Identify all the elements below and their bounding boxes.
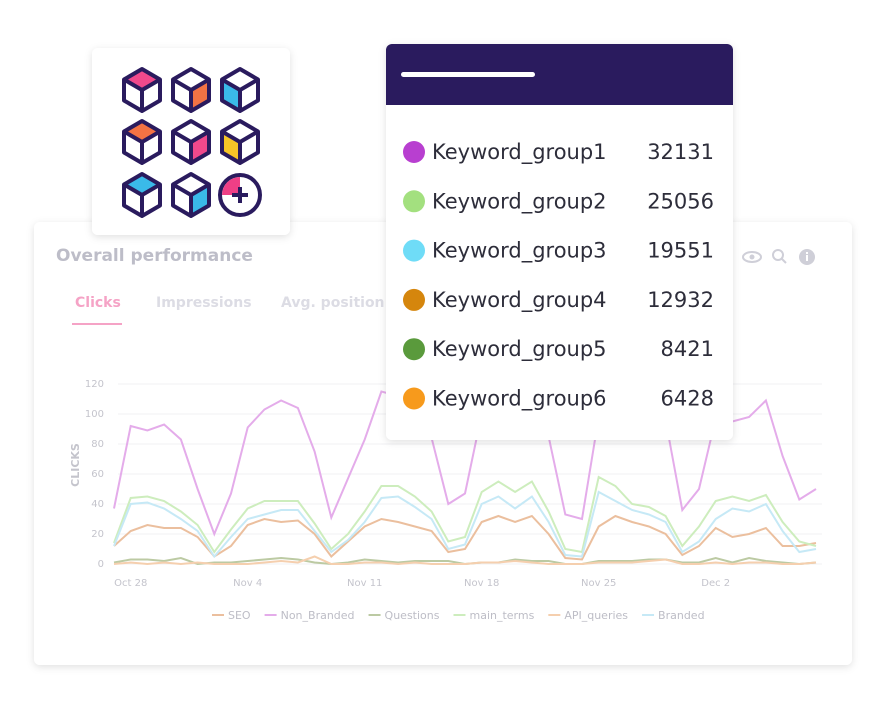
logo-cube — [220, 119, 260, 165]
popup-list: Keyword_group1 32131 Keyword_group2 25056 Ke… — [403, 140, 714, 412]
header-placeholder — [401, 72, 535, 77]
active-tab-underline — [72, 323, 122, 325]
legend-label[interactable]: API_queries — [564, 609, 628, 622]
x-tick-label: Nov 11 — [347, 578, 382, 589]
item-name: Keyword_group2 — [432, 189, 607, 214]
tab[interactable]: Avg. position — [281, 295, 385, 311]
view-icon-pupil — [749, 254, 755, 260]
logo-grid — [122, 67, 262, 218]
legend-label[interactable]: Branded — [658, 609, 705, 622]
logo-accent — [222, 177, 240, 195]
series-line — [113, 390, 817, 537]
legend-label[interactable]: Non_Branded — [281, 609, 355, 622]
y-axis-title: CLICKS — [69, 443, 82, 487]
y-tick-label: 60 — [91, 469, 104, 480]
zoom-handle — [781, 258, 787, 264]
legend-label[interactable]: SEO — [228, 609, 251, 622]
item-value: 19551 — [647, 239, 714, 263]
info-dot — [806, 252, 808, 254]
logo-cube — [171, 119, 211, 165]
item-name: Keyword_group1 — [432, 140, 607, 165]
logo-cube — [122, 119, 162, 165]
y-tick-label: 40 — [91, 499, 104, 510]
item-value: 6428 — [661, 387, 714, 411]
logo-cube — [171, 67, 211, 113]
item-name: Keyword_group3 — [432, 239, 607, 264]
y-tick-label: 0 — [98, 559, 104, 570]
x-tick-label: Dec 2 — [701, 578, 730, 589]
zoom-icon[interactable] — [772, 249, 784, 261]
x-tick-label: Nov 25 — [581, 578, 616, 589]
view-icon[interactable] — [742, 251, 762, 263]
tab[interactable]: Impressions — [156, 295, 252, 311]
logo-cube — [122, 172, 162, 218]
item-name: Keyword_group6 — [432, 387, 607, 412]
item-dot — [403, 288, 425, 311]
legend-label[interactable]: main_terms — [469, 609, 534, 622]
y-tick-label: 20 — [91, 529, 104, 540]
item-dot — [403, 338, 425, 361]
legend: SEO Non_Branded Questions main_terms API_que… — [212, 609, 705, 622]
tabs: Clicks Impressions Avg. position — [72, 295, 385, 325]
item-name: Keyword_group4 — [432, 288, 607, 313]
item-value: 25056 — [647, 189, 714, 213]
card-title: Overall performance — [56, 246, 253, 266]
logo-plus-circle — [218, 173, 262, 217]
item-dot — [403, 141, 425, 163]
popup — [386, 44, 733, 440]
item-dot — [403, 239, 425, 262]
toolbar-icons — [742, 249, 815, 265]
series-line — [113, 555, 817, 566]
x-tick-label: Nov 18 — [464, 578, 499, 589]
series-line — [113, 475, 817, 554]
item-value: 32131 — [647, 140, 714, 164]
series-line — [113, 490, 817, 559]
tab[interactable]: Clicks — [75, 295, 121, 311]
logo-plus — [232, 187, 248, 203]
series-line — [113, 514, 817, 561]
logo-cube — [171, 172, 211, 218]
y-tick-label: 100 — [85, 409, 104, 420]
item-name: Keyword_group5 — [432, 337, 607, 362]
item-value: 12932 — [647, 288, 714, 312]
item-value: 8421 — [661, 337, 714, 361]
item-dot — [403, 387, 425, 410]
info-glyph — [806, 255, 808, 261]
legend-label[interactable]: Questions — [385, 609, 440, 622]
popup-header — [386, 44, 733, 105]
y-tick-label: 80 — [91, 439, 104, 450]
logo-cube — [220, 67, 260, 113]
y-tick-label: 120 — [85, 379, 104, 390]
x-tick-label: Nov 4 — [233, 578, 262, 589]
logo-cube — [122, 67, 162, 113]
item-dot — [403, 190, 425, 213]
x-tick-label: Oct 28 — [114, 578, 147, 589]
